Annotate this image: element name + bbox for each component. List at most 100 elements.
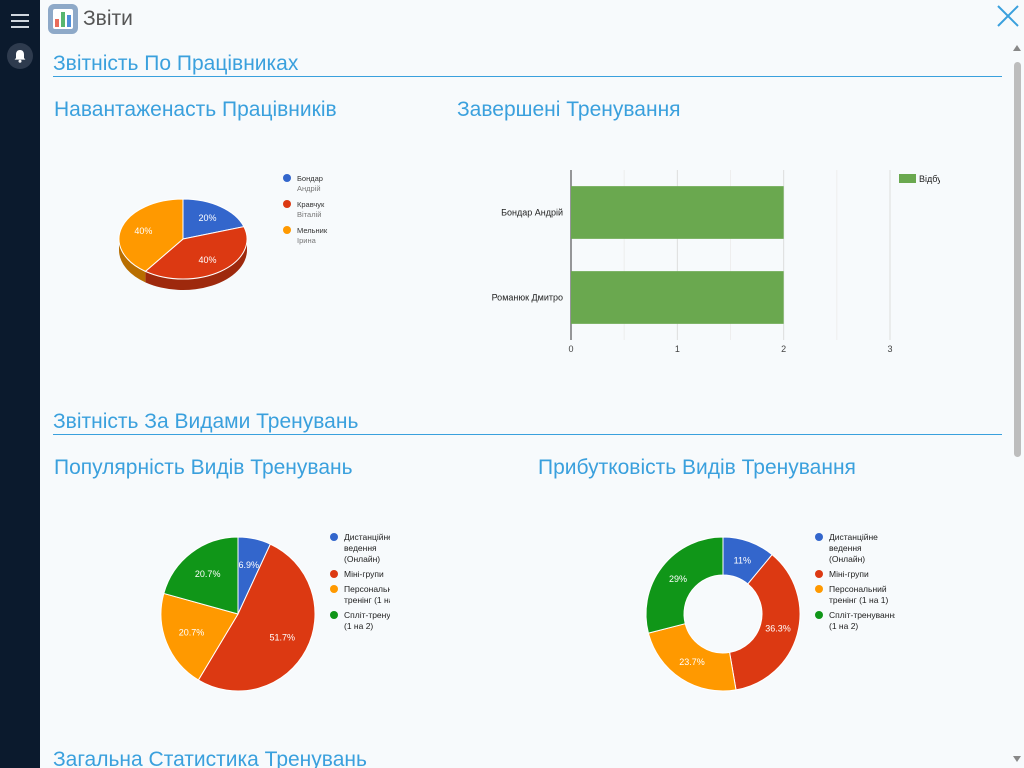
legend-label: тренінг (1 на 1) xyxy=(829,595,889,605)
pie-slice-label: 20.7% xyxy=(179,628,205,638)
sidebar xyxy=(0,0,40,768)
legend-item[interactable]: Міні-групи xyxy=(330,569,384,579)
legend-swatch xyxy=(330,611,338,619)
legend-label: Спліт-тренування xyxy=(829,610,895,620)
scrollbar-thumb[interactable] xyxy=(1014,62,1021,457)
x-tick-label: 3 xyxy=(887,344,892,354)
legend-item[interactable]: Міні-групи xyxy=(815,569,869,579)
legend-label: Спліт-тренування xyxy=(344,610,390,620)
pie-slice[interactable] xyxy=(163,536,239,615)
pie-slice[interactable] xyxy=(645,536,724,634)
pie-slice-label: 20.7% xyxy=(195,569,221,579)
legend-swatch xyxy=(815,585,823,593)
pie-slice-label: 11% xyxy=(734,555,751,565)
legend-swatch xyxy=(899,174,916,183)
main-content: Звіти Звітність По Працівниках Навантаже… xyxy=(40,0,1024,768)
pie-slice[interactable] xyxy=(118,198,184,272)
chart-title-completed: Завершені Тренування xyxy=(457,98,681,121)
legend-label: Віталій xyxy=(297,210,321,219)
legend-label: Кравчук xyxy=(297,200,325,209)
legend-label: Персональний xyxy=(344,584,390,594)
app-title: Звіти xyxy=(83,7,133,30)
pie-slice[interactable] xyxy=(729,553,801,691)
pie-slice-side xyxy=(119,239,146,283)
legend-swatch xyxy=(815,611,823,619)
section-divider xyxy=(53,434,1002,435)
legend-label: Бондар xyxy=(297,174,323,183)
section-title-general: Загальна Статистика Тренувань xyxy=(53,748,367,768)
legend-label: тренінг (1 на 1) xyxy=(344,595,390,605)
vertical-scrollbar[interactable] xyxy=(1012,40,1024,768)
section-title-employees: Звітність По Працівниках xyxy=(53,52,299,75)
legend-label: Мельник xyxy=(297,226,328,235)
pie-slice-label: 29% xyxy=(669,574,687,584)
pie-slice-label: 40% xyxy=(198,255,216,265)
legend-label: Дистанційне xyxy=(829,532,878,542)
chart-title-popularity: Популярність Видів Тренувань xyxy=(54,456,353,479)
chart-title-profitability: Прибутковість Видів Тренування xyxy=(538,456,856,479)
popularity-pie-chart: 6.9% 51.7% 20.7% 20.7% Дистанційневедення(Он… xyxy=(160,532,390,692)
pie-slice-label: 51.7% xyxy=(269,632,295,642)
legend-swatch xyxy=(330,533,338,541)
pie-slice[interactable] xyxy=(197,543,316,692)
legend-swatch xyxy=(283,226,291,234)
hamburger-icon[interactable] xyxy=(11,14,29,30)
legend-swatch xyxy=(283,174,291,182)
legend-swatch xyxy=(815,570,823,578)
legend-label: ведення xyxy=(344,543,377,553)
legend-label: Міні-групи xyxy=(344,569,384,579)
legend-label: Міні-групи xyxy=(829,569,869,579)
bar-chart-icon xyxy=(47,3,79,35)
legend-label: (1 на 2) xyxy=(829,621,858,631)
bar[interactable] xyxy=(571,271,784,324)
legend-label: (1 на 2) xyxy=(344,621,373,631)
legend-swatch xyxy=(330,585,338,593)
category-label: Романюк Дмитро xyxy=(492,293,563,303)
legend-item[interactable]: Спліт-тренування(1 на 2) xyxy=(815,610,895,631)
pie-slice-label: 23.7% xyxy=(679,657,705,667)
x-tick-label: 0 xyxy=(568,344,573,354)
pie-slice-side xyxy=(145,239,247,290)
pie-slice[interactable] xyxy=(182,198,245,240)
legend-label: Дистанційне xyxy=(344,532,390,542)
chart-title-workload: Навантаженасть Працівників xyxy=(54,98,337,121)
scroll-up-arrow-icon[interactable] xyxy=(1013,45,1021,51)
legend-label: Ірина xyxy=(297,236,317,245)
legend-label: Відбувся xyxy=(919,174,940,184)
legend-swatch xyxy=(283,200,291,208)
bell-icon[interactable] xyxy=(7,43,33,69)
close-icon[interactable] xyxy=(996,4,1020,28)
category-label: Бондар Андрій xyxy=(501,208,563,218)
pie-slice-label: 36.3% xyxy=(765,624,791,634)
bar[interactable] xyxy=(571,186,784,239)
pie-slice-label: 40% xyxy=(134,226,152,236)
scroll-down-arrow-icon[interactable] xyxy=(1013,756,1021,762)
section-title-training-types: Звітність За Видами Тренувань xyxy=(53,410,359,433)
legend-item[interactable]: Відбувся xyxy=(899,174,940,184)
completed-bar-chart: Бондар Андрій Романюк Дмитро 0 1 2 3 Відбувся xyxy=(492,170,940,354)
x-tick-label: 1 xyxy=(675,344,680,354)
pie-slice-label: 6.9% xyxy=(239,560,260,570)
pie-slice-label: 20% xyxy=(198,213,216,223)
legend-label: (Онлайн) xyxy=(829,554,865,564)
section-divider xyxy=(53,76,1002,77)
legend-swatch xyxy=(815,533,823,541)
legend-label: Персональний xyxy=(829,584,887,594)
legend-label: (Онлайн) xyxy=(344,554,380,564)
x-tick-label: 2 xyxy=(781,344,786,354)
profitability-donut-chart: 11% 36.3% 23.7% 29% Дистанційневедення(Онлай… xyxy=(645,532,895,692)
pie-slice[interactable] xyxy=(144,226,248,280)
legend-label: Андрій xyxy=(297,184,321,193)
legend-item[interactable]: Спліт-тренування(1 на 2) xyxy=(330,610,390,631)
legend-swatch xyxy=(330,570,338,578)
pie-slice[interactable] xyxy=(160,592,239,681)
legend-label: ведення xyxy=(829,543,862,553)
